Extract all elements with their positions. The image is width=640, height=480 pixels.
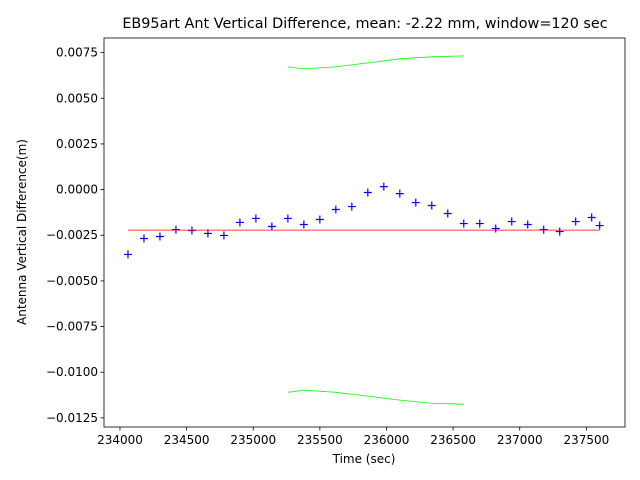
y-axis-label: Antenna Vertical Difference(m): [15, 139, 29, 325]
plot-frame: [103, 37, 626, 428]
marker: [155, 232, 164, 241]
marker: [251, 214, 260, 223]
y-tick-label: −0.0025: [46, 228, 98, 242]
x-axis-label: Time (sec): [332, 452, 396, 466]
marker: [283, 214, 292, 223]
y-tick-label: −0.0125: [46, 411, 98, 425]
marker: [395, 189, 404, 198]
x-tick-label: 235000: [230, 433, 276, 447]
x-tick-label: 236000: [364, 433, 410, 447]
marker: [219, 231, 228, 240]
line: [287, 389, 464, 405]
marker: [315, 215, 324, 224]
line: [287, 55, 464, 70]
marker: [123, 250, 132, 259]
marker: [299, 220, 308, 229]
marker: [491, 224, 500, 233]
x-tick-label: 234500: [164, 433, 210, 447]
x-tick-label: 236500: [430, 433, 476, 447]
marker: [523, 220, 532, 229]
marker: [539, 225, 548, 234]
y-tick-label: 0.0050: [56, 91, 98, 105]
marker: [571, 217, 580, 226]
marker: [347, 202, 356, 211]
marker: [331, 205, 340, 214]
y-tick-label: 0.0025: [56, 137, 98, 151]
x-tick-label: 235500: [297, 433, 343, 447]
marker: [267, 222, 276, 231]
marker: [139, 234, 148, 243]
marker: [443, 209, 452, 218]
y-tick-label: −0.0050: [46, 274, 98, 288]
marker: [555, 227, 564, 236]
marker: [595, 221, 604, 230]
y-tick-label: −0.0075: [46, 320, 98, 334]
y-tick-label: 0.0000: [56, 183, 98, 197]
marker: [411, 198, 420, 207]
marker: [587, 213, 596, 222]
marker: [427, 201, 436, 210]
x-tick-label: 237500: [563, 433, 609, 447]
marker: [235, 218, 244, 227]
chart-title: EB95art Ant Vertical Difference, mean: -…: [122, 16, 607, 32]
x-tick-label: 237000: [497, 433, 543, 447]
y-tick-label: −0.0100: [46, 365, 98, 379]
marker: [363, 188, 372, 197]
x-tick-label: 234000: [97, 433, 143, 447]
marker: [379, 182, 388, 191]
marker: [507, 217, 516, 226]
marker: [459, 219, 468, 228]
marker: [171, 225, 180, 234]
y-tick-label: 0.0075: [56, 46, 98, 60]
marker: [475, 219, 484, 228]
marker: [203, 229, 212, 238]
